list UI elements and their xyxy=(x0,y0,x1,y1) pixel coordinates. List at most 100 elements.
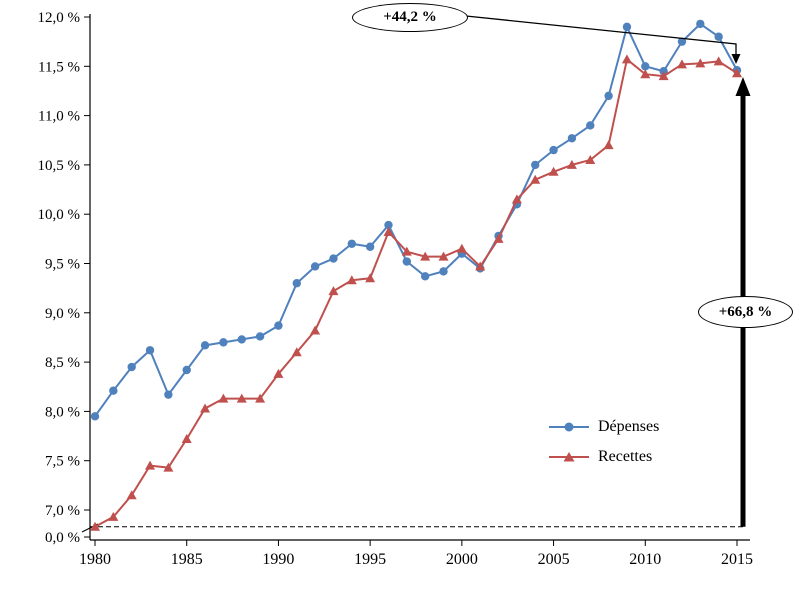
y-tick-label: 11,0 % xyxy=(38,109,80,125)
data-point-circle xyxy=(384,220,393,230)
data-point-circle xyxy=(531,160,540,170)
data-point-triangle xyxy=(383,226,394,236)
y-tick-label: 9,0 % xyxy=(45,306,80,322)
data-point-circle xyxy=(145,346,155,355)
data-point-circle xyxy=(402,257,412,266)
data-point-circle xyxy=(567,134,577,143)
data-point-triangle xyxy=(438,251,449,261)
data-point-circle xyxy=(200,341,210,350)
legend-label-recettes: Recettes xyxy=(598,448,653,465)
data-point-triangle xyxy=(511,194,522,204)
legend-circle-marker xyxy=(564,422,574,432)
data-point-circle xyxy=(164,390,173,399)
data-point-circle xyxy=(292,279,301,288)
data-point-triangle xyxy=(310,325,321,335)
callout-recettes-growth-label: +66,8 % xyxy=(718,303,773,320)
data-point-triangle xyxy=(456,243,467,253)
data-point-triangle xyxy=(163,462,174,472)
y-tick-label: 8,0 % xyxy=(45,404,80,420)
data-point-triangle xyxy=(273,368,284,378)
data-point-triangle xyxy=(108,511,119,521)
data-point-triangle xyxy=(548,166,559,176)
x-tick-label: 1980 xyxy=(79,551,111,568)
x-tick-label: 2010 xyxy=(629,551,661,568)
data-point-circle xyxy=(310,262,320,271)
x-tick-label: 2015 xyxy=(721,551,753,568)
x-tick-label: 2005 xyxy=(538,551,570,568)
data-point-triangle xyxy=(566,159,577,169)
data-point-circle xyxy=(696,19,705,29)
data-point-circle xyxy=(677,37,687,46)
data-point-circle xyxy=(549,145,558,155)
legend-label-depenses: Dépenses xyxy=(598,418,660,435)
data-point-triangle xyxy=(145,460,156,470)
data-point-triangle xyxy=(676,59,687,69)
data-point-circle xyxy=(622,22,632,32)
data-point-triangle xyxy=(255,393,266,403)
data-point-circle xyxy=(90,412,100,421)
y-tick-label: 7,5 % xyxy=(45,454,80,470)
data-point-circle xyxy=(641,62,650,71)
y-tick-label: 10,5 % xyxy=(38,158,81,174)
legend: Dépenses Recettes xyxy=(549,412,659,472)
data-point-triangle xyxy=(493,233,504,243)
x-tick-label: 1995 xyxy=(354,551,386,568)
data-point-circle xyxy=(255,332,265,341)
growth-arrow-head xyxy=(735,77,751,96)
data-point-triangle xyxy=(420,251,431,261)
data-point-triangle xyxy=(603,140,614,150)
data-point-circle xyxy=(714,32,723,41)
legend-item-depenses: Dépenses xyxy=(549,412,659,442)
data-point-triangle xyxy=(236,393,247,403)
data-point-circle xyxy=(439,267,448,276)
data-point-circle xyxy=(420,272,430,281)
data-point-triangle xyxy=(401,246,412,256)
data-point-circle xyxy=(182,365,191,375)
data-point-triangle xyxy=(621,54,632,64)
data-point-circle xyxy=(237,335,246,344)
x-tick-label: 2000 xyxy=(446,551,478,568)
legend-swatch-depenses xyxy=(549,422,589,432)
y-tick-label: 7,0 % xyxy=(45,503,80,519)
data-point-triangle xyxy=(218,393,229,403)
data-point-triangle xyxy=(640,69,651,79)
data-point-triangle xyxy=(365,273,376,283)
data-point-circle xyxy=(604,91,613,101)
data-point-triangle xyxy=(732,68,742,78)
callout-depenses-growth-label: +44,2 % xyxy=(383,9,437,25)
y-tick-label: 11,5 % xyxy=(38,59,80,75)
x-tick-label: 1985 xyxy=(171,551,203,568)
y-tick-label: 12,0 % xyxy=(38,10,81,26)
data-point-triangle xyxy=(200,403,211,413)
callout-connector-arrow-head xyxy=(731,54,741,64)
data-point-triangle xyxy=(90,521,100,531)
legend-item-recettes: Recettes xyxy=(549,442,659,472)
data-point-circle xyxy=(329,254,338,263)
data-point-circle xyxy=(274,321,283,330)
data-point-circle xyxy=(586,121,595,130)
legend-triangle-marker xyxy=(563,452,575,462)
data-point-circle xyxy=(365,242,375,251)
data-point-triangle xyxy=(658,71,669,81)
y-tick-label: 8,5 % xyxy=(45,355,80,371)
data-point-triangle xyxy=(530,174,541,184)
callout-connector-line xyxy=(465,15,737,56)
data-point-triangle xyxy=(475,261,486,271)
y-zero-label: 0,0 % xyxy=(45,530,80,546)
legend-swatch-recettes xyxy=(549,452,589,462)
data-point-triangle xyxy=(585,154,596,164)
data-point-triangle xyxy=(126,490,137,500)
y-tick-label: 9,5 % xyxy=(45,257,80,273)
x-tick-label: 1990 xyxy=(262,551,294,568)
y-tick-label: 10,0 % xyxy=(38,207,81,223)
data-point-triangle xyxy=(713,56,724,66)
data-point-triangle xyxy=(695,58,706,68)
data-point-triangle xyxy=(291,347,302,357)
data-point-triangle xyxy=(181,434,192,444)
series-line-0 xyxy=(94,22,738,417)
data-point-circle xyxy=(347,239,356,248)
data-point-circle xyxy=(219,338,228,347)
data-point-triangle xyxy=(328,286,339,296)
